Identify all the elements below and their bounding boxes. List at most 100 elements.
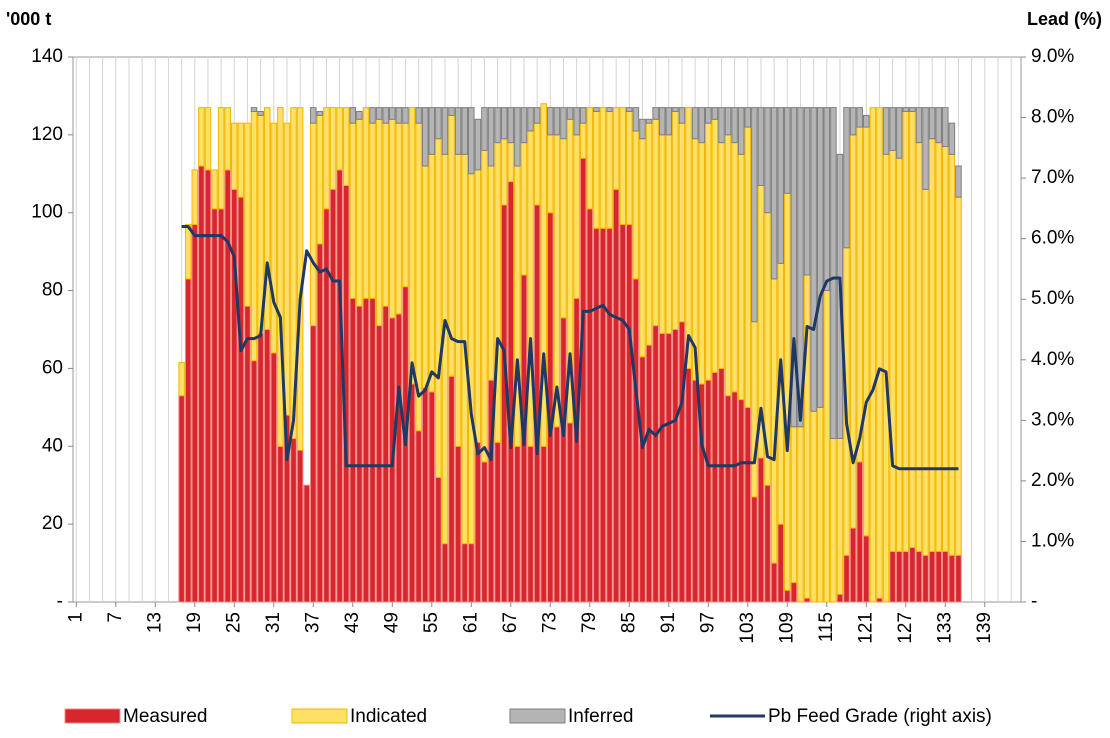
bar-segment <box>757 107 765 186</box>
x-tick-label: 73 <box>539 612 560 633</box>
bar-segment <box>356 118 363 307</box>
bar-segment <box>816 406 824 603</box>
line-series <box>181 225 959 471</box>
bar-segment <box>560 107 567 140</box>
bar-segment <box>711 118 719 373</box>
bar-segment <box>632 130 640 280</box>
bar-segment <box>711 107 719 120</box>
bar-segment <box>481 461 488 603</box>
bar-segment <box>744 107 752 128</box>
y-tick-label: 100 <box>31 202 63 223</box>
bar-segment <box>731 142 738 393</box>
bar-segment <box>547 134 554 214</box>
bar-segment <box>481 149 488 463</box>
bar-segment <box>494 441 501 603</box>
bar-segment <box>797 426 804 603</box>
bar-segment <box>632 278 640 603</box>
y-tick-label: 20 <box>42 513 63 534</box>
bar-segment <box>303 484 310 603</box>
bar-segment <box>698 142 705 385</box>
y2-tick-label: 2.0% <box>1031 470 1074 491</box>
y2-tick-label: 7.0% <box>1031 167 1074 188</box>
bar-segment <box>685 107 692 369</box>
bar-segment <box>599 107 607 229</box>
bar-segment <box>909 547 916 603</box>
bar-segment <box>678 107 686 124</box>
bar-segment <box>231 122 238 190</box>
bar-segment <box>810 107 817 412</box>
bar-segment <box>672 111 679 330</box>
bar-segment <box>849 527 857 603</box>
bar-segment <box>942 107 949 148</box>
bar-segment <box>928 550 936 603</box>
bar-segment <box>408 107 416 385</box>
bar-segment <box>244 305 251 603</box>
bar-segment <box>626 223 633 603</box>
bar-segment <box>468 107 475 175</box>
bar-segment <box>830 107 837 439</box>
bar-segment <box>784 107 791 194</box>
bar-segment <box>382 107 389 124</box>
bar-segment <box>349 297 357 603</box>
bar-segment <box>593 107 600 112</box>
bar-segment <box>922 188 929 556</box>
bar-segment <box>514 107 521 167</box>
bar-segment <box>830 438 837 603</box>
bar-segment <box>658 332 666 603</box>
x-tick-label: 133 <box>934 612 955 644</box>
bar-segment <box>507 142 515 183</box>
bar-segment <box>777 523 784 603</box>
bar-segment <box>876 597 883 603</box>
bar-segment <box>375 107 383 120</box>
bar-segment <box>724 395 732 603</box>
bar-segment <box>935 107 942 144</box>
bar-segment <box>777 107 784 264</box>
legend-label: Indicated <box>350 706 427 727</box>
bar-segment <box>942 550 949 603</box>
x-tick-label: 67 <box>500 612 521 633</box>
bar-segment <box>336 169 343 603</box>
bar-segment <box>481 107 488 151</box>
bar-segment <box>599 227 607 603</box>
x-tick-label: 97 <box>697 612 718 633</box>
y-tick-label: 60 <box>42 357 63 378</box>
bar-segment <box>435 476 442 603</box>
bar-segment <box>487 165 495 381</box>
bar-segment <box>836 593 844 603</box>
x-tick-label: 19 <box>184 612 205 633</box>
x-tick-label: 7 <box>105 612 126 623</box>
bar-segment <box>375 325 383 603</box>
bar-segment <box>645 122 653 346</box>
bar-segment <box>724 107 732 136</box>
x-tick-label: 121 <box>855 612 876 644</box>
bar-segment <box>441 107 449 155</box>
bar-segment <box>382 122 389 307</box>
bar-segment <box>454 445 462 603</box>
bar-segment <box>770 562 778 603</box>
x-tick-label: 103 <box>737 612 758 644</box>
bar-segment <box>263 329 271 603</box>
bar-segment <box>691 107 699 140</box>
bar-segment <box>277 445 284 603</box>
bar-segment <box>217 208 225 603</box>
bar-segment <box>889 550 896 603</box>
bar-segment <box>751 496 758 603</box>
bar-segment <box>948 122 956 155</box>
x-tick-label: 37 <box>302 612 323 633</box>
bar-segment <box>395 313 403 603</box>
bar-segment <box>362 297 370 603</box>
y-tick-label: 40 <box>42 435 63 456</box>
y2-tick-label: 5.0% <box>1031 288 1074 309</box>
bar-segment <box>316 243 324 603</box>
bar-segment <box>362 107 370 299</box>
bar-segment <box>843 107 850 249</box>
bar-segment <box>810 410 817 603</box>
bar-segment <box>579 107 587 124</box>
bar-segment <box>744 126 752 408</box>
bar-segment <box>204 107 212 171</box>
bar-segment <box>375 118 383 327</box>
bar-segment <box>244 122 251 307</box>
bar-segment <box>915 550 923 603</box>
bar-segment <box>731 107 738 144</box>
